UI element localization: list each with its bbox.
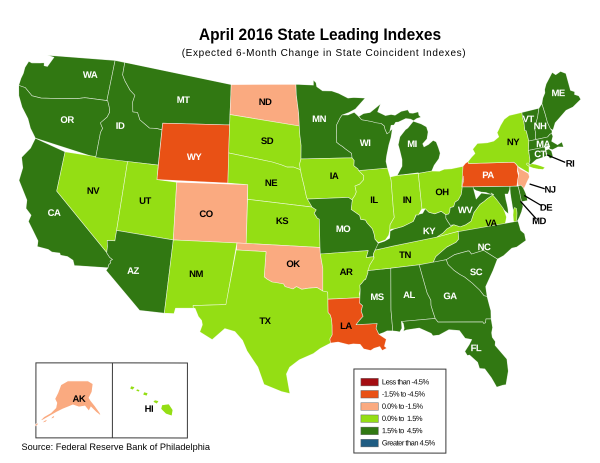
svg-text:Greater than 4.5%: Greater than 4.5% [382, 438, 436, 447]
svg-text:IN: IN [403, 195, 412, 206]
svg-text:MS: MS [370, 292, 383, 303]
svg-text:NE: NE [265, 178, 277, 189]
svg-text:GA: GA [443, 291, 457, 302]
svg-text:0.0% to -1.5%: 0.0% to -1.5% [382, 402, 423, 411]
svg-text:CA: CA [48, 208, 61, 219]
svg-text:FL: FL [471, 343, 482, 354]
svg-text:NM: NM [189, 269, 203, 280]
svg-text:IL: IL [370, 195, 378, 206]
svg-text:OH: OH [435, 187, 449, 198]
svg-text:MT: MT [177, 95, 190, 106]
svg-text:SD: SD [261, 136, 274, 147]
svg-text:MO: MO [336, 224, 350, 235]
svg-text:WI: WI [360, 138, 371, 149]
svg-text:NY: NY [507, 137, 520, 148]
svg-text:OR: OR [60, 115, 74, 126]
svg-text:WY: WY [187, 152, 202, 163]
svg-text:0.0% to 1.5%: 0.0% to 1.5% [382, 414, 423, 423]
svg-text:AR: AR [340, 267, 353, 278]
svg-text:KS: KS [276, 216, 288, 227]
svg-text:NV: NV [87, 186, 100, 197]
svg-text:CO: CO [199, 209, 212, 220]
svg-text:MD: MD [532, 216, 546, 227]
svg-text:NJ: NJ [544, 185, 555, 196]
svg-text:AK: AK [73, 394, 86, 405]
svg-text:LA: LA [340, 321, 352, 332]
svg-text:TN: TN [399, 250, 411, 261]
svg-text:MA: MA [536, 139, 550, 150]
svg-text:UT: UT [139, 196, 151, 207]
svg-text:WA: WA [83, 70, 98, 81]
svg-text:NC: NC [478, 242, 491, 253]
svg-text:ME: ME [551, 88, 564, 99]
svg-text:MN: MN [312, 114, 326, 125]
svg-text:TX: TX [259, 316, 271, 327]
svg-text:ND: ND [259, 97, 272, 108]
svg-text:OK: OK [286, 259, 300, 270]
svg-text:VA: VA [485, 218, 497, 229]
svg-text:1.5% to 4.5%: 1.5% to 4.5% [382, 426, 423, 435]
svg-text:-1.5% to -4.5%: -1.5% to -4.5% [382, 390, 425, 399]
svg-text:PA: PA [482, 170, 494, 181]
svg-text:DE: DE [540, 203, 552, 214]
svg-text:HI: HI [145, 404, 154, 415]
svg-text:SC: SC [470, 267, 483, 278]
svg-text:ID: ID [116, 121, 125, 132]
svg-text:NH: NH [534, 121, 547, 132]
svg-text:MI: MI [407, 139, 417, 150]
svg-text:VT: VT [522, 114, 534, 125]
svg-text:KY: KY [423, 226, 436, 237]
svg-text:CT: CT [534, 149, 546, 160]
svg-text:IA: IA [330, 171, 339, 182]
svg-text:AZ: AZ [127, 266, 139, 277]
svg-text:AL: AL [403, 290, 415, 301]
svg-text:RI: RI [566, 159, 575, 170]
svg-text:WV: WV [458, 205, 473, 216]
svg-text:Less than -4.5%: Less than -4.5% [382, 377, 430, 386]
